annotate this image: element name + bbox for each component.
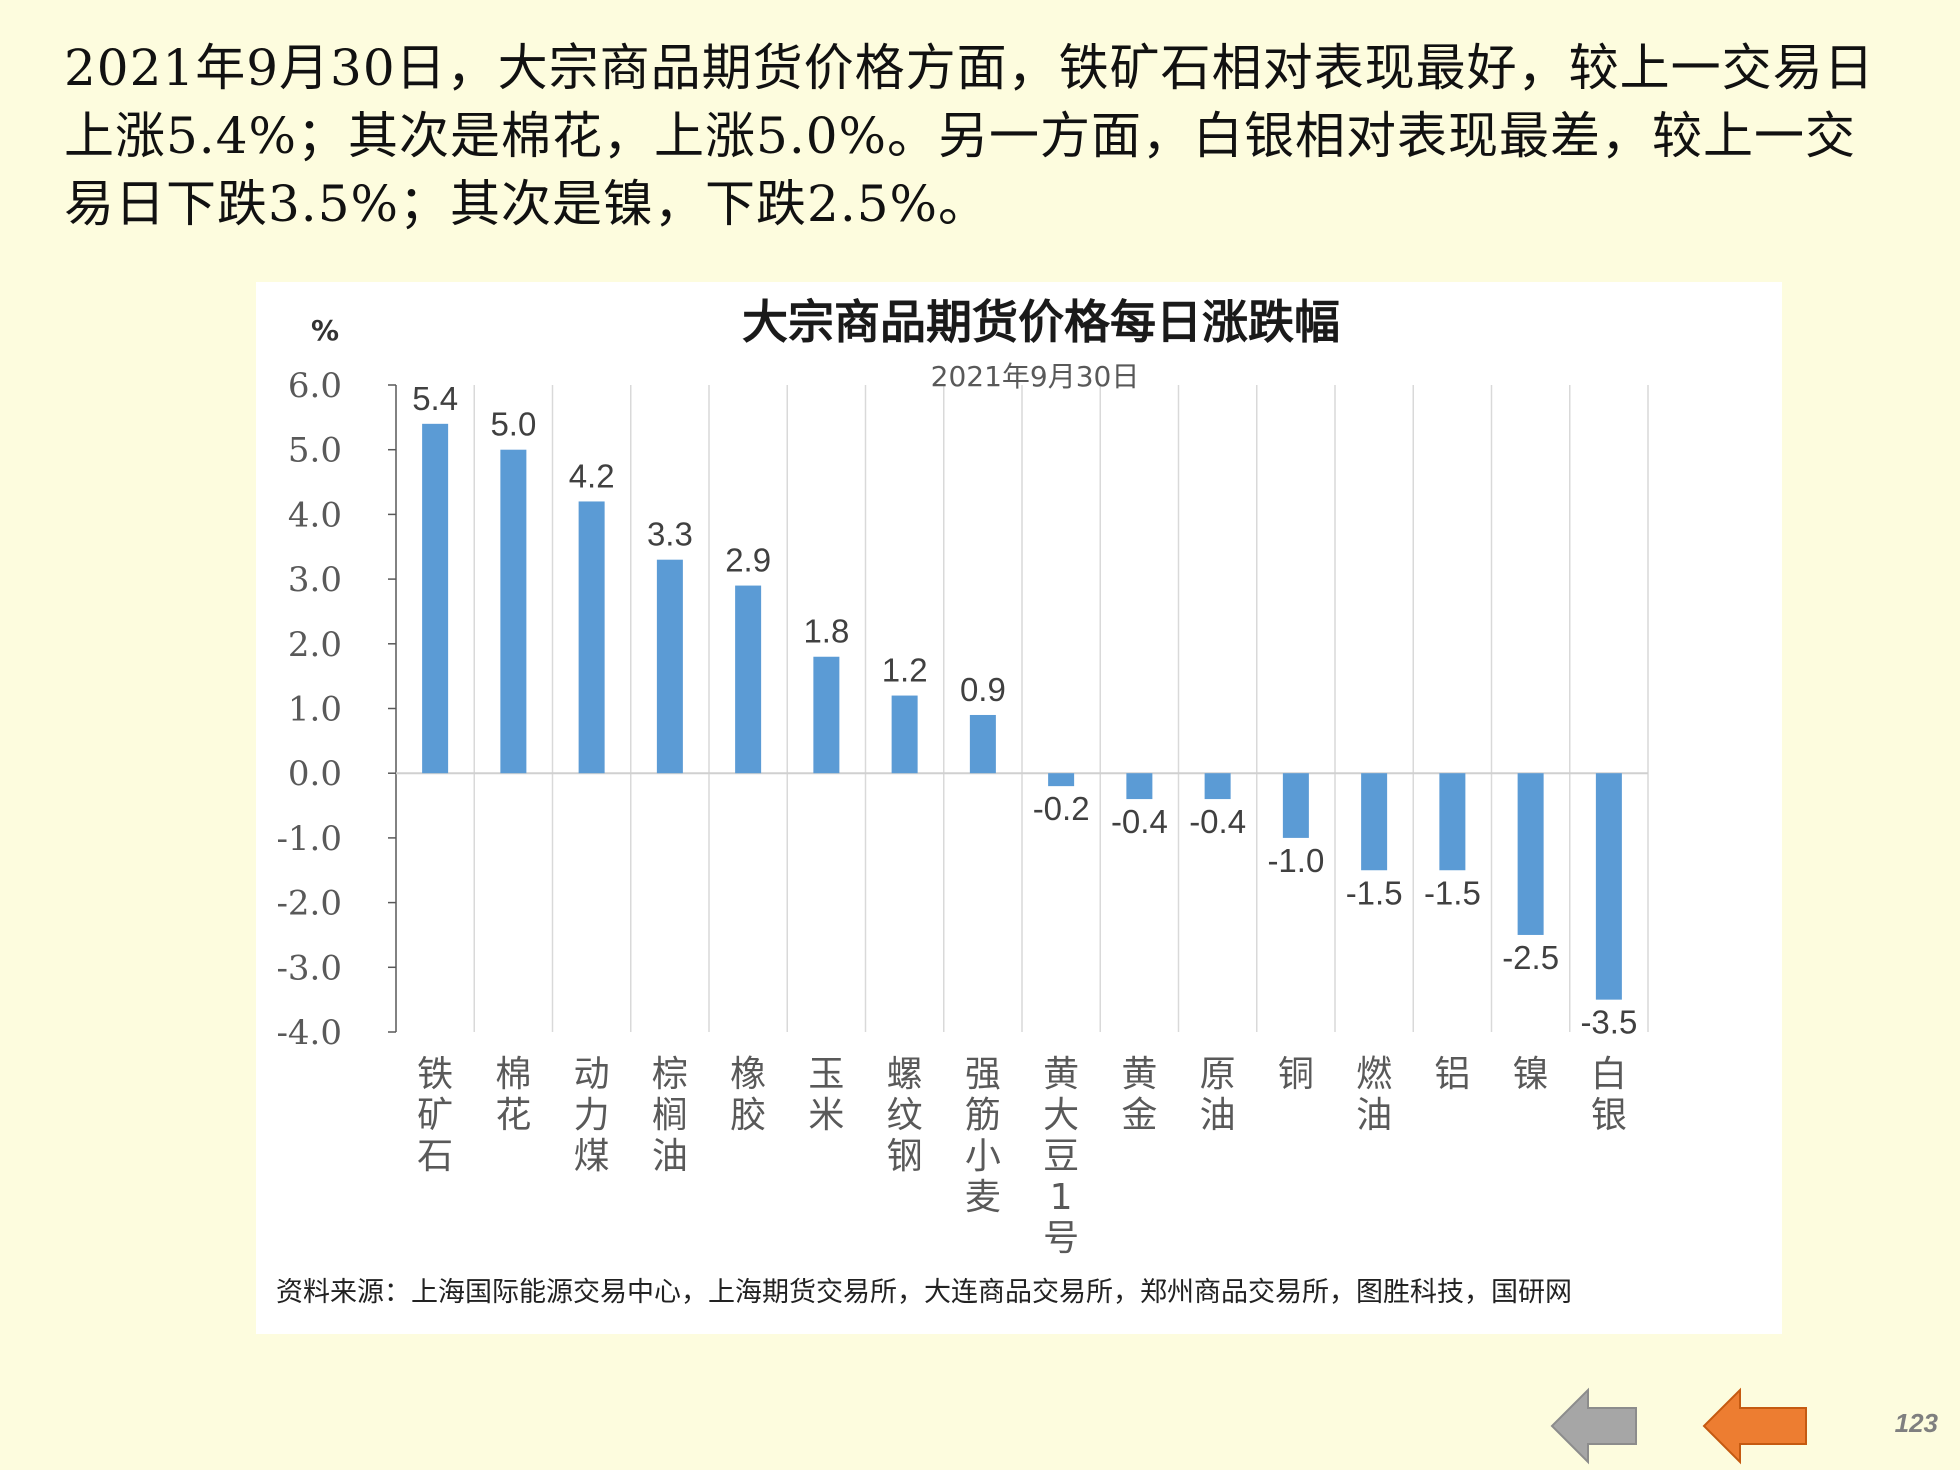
y-tick-label: 3.0 [288, 560, 342, 600]
category-label: 铝 [1434, 1054, 1470, 1095]
prev-page-button[interactable] [1548, 1386, 1640, 1466]
bar [1517, 773, 1544, 935]
data-label: 1.8 [803, 613, 849, 650]
bar [891, 695, 918, 774]
summary-text: 2021年9月30日，大宗商品期货价格方面，铁矿石相对表现最好，较上一交易日上涨… [64, 39, 1875, 233]
y-tick-label: -4.0 [276, 1013, 342, 1053]
category-label: 原油 [1200, 1054, 1236, 1136]
bar [969, 714, 996, 774]
grid-lines [473, 385, 1649, 1032]
data-label: 0.9 [960, 671, 1006, 708]
y-tick-label: 4.0 [288, 495, 342, 535]
next-page-button[interactable] [1700, 1386, 1810, 1466]
category-label: 动力煤 [574, 1054, 610, 1177]
category-label: 橡胶 [730, 1054, 766, 1136]
bar [422, 423, 449, 774]
category-label: 白银 [1591, 1054, 1627, 1136]
bar [500, 449, 527, 774]
y-tick-label: 6.0 [288, 366, 342, 406]
y-axis-unit: % [311, 314, 339, 347]
data-label: -0.4 [1111, 803, 1168, 840]
category-label: 棕榈油 [652, 1054, 688, 1177]
category-label: 黄大豆 1 号 [1043, 1054, 1079, 1259]
labels: 5.4 铁矿石 5.0 棉花 4.2 动力煤 3.3 棕榈油 2.9 橡胶 1.8 玉米 1.2 螺纹钢 0… [412, 380, 1637, 1259]
y-tick-label: -1.0 [276, 819, 342, 859]
bar [1595, 773, 1622, 1000]
bar [735, 585, 762, 774]
bar-chart: 6.0 5.0 4.0 3.0 2.0 1.0 0.0 -1.0 -2.0 -3.0 -4.0 5.… [276, 295, 1649, 1259]
bar [1048, 773, 1075, 787]
data-label: -0.4 [1189, 803, 1246, 840]
bar [1204, 773, 1231, 800]
bar [1361, 773, 1388, 871]
chart-subtitle: 2021年9月30日 [931, 360, 1140, 393]
data-label: 5.0 [490, 406, 536, 443]
bar [656, 559, 683, 774]
data-label: 2.9 [725, 542, 771, 579]
bar [578, 501, 605, 774]
category-label: 玉米 [808, 1054, 844, 1136]
bar [1439, 773, 1466, 871]
bar [1282, 773, 1309, 838]
category-label: 螺纹钢 [887, 1054, 923, 1177]
data-label: -1.5 [1346, 874, 1403, 911]
axes: 6.0 5.0 4.0 3.0 2.0 1.0 0.0 -1.0 -2.0 -3.0 -4.0 [276, 366, 1648, 1053]
data-label: -2.5 [1502, 939, 1559, 976]
data-label: 5.4 [412, 380, 458, 417]
chart-title: 大宗商品期货价格每日涨跌幅 [742, 295, 1340, 349]
chart-panel: 6.0 5.0 4.0 3.0 2.0 1.0 0.0 -1.0 -2.0 -3.0 -4.0 5.… [256, 282, 1782, 1334]
y-tick-label: -2.0 [276, 884, 342, 924]
category-label: 铜 [1278, 1054, 1314, 1095]
data-label: 3.3 [647, 516, 693, 553]
category-label: 强筋小麦 [965, 1054, 1001, 1218]
y-tick-label: 0.0 [288, 754, 342, 794]
page-number: 123 [1894, 1408, 1938, 1438]
data-label: -3.5 [1580, 1004, 1637, 1041]
category-label: 黄金 [1121, 1054, 1157, 1136]
data-label: -1.0 [1267, 842, 1324, 879]
bar [813, 656, 840, 774]
y-tick-label: -3.0 [276, 948, 342, 988]
data-label: -0.2 [1033, 790, 1090, 827]
data-label: -1.5 [1424, 874, 1481, 911]
y-tick-label: 1.0 [288, 690, 342, 730]
category-label: 棉花 [495, 1054, 531, 1136]
data-label: 1.2 [882, 652, 928, 689]
bars [422, 423, 1622, 1000]
arrow-left-icon [1550, 1387, 1637, 1465]
y-tick-label: 5.0 [288, 431, 342, 471]
category-label: 铁矿石 [417, 1054, 453, 1177]
data-label: 4.2 [569, 457, 615, 494]
bar [1126, 773, 1153, 800]
category-label: 燃油 [1356, 1054, 1392, 1136]
source-note: 资料来源：上海国际能源交易中心，上海期货交易所，大连商品交易所，郑州商品交易所，… [276, 1277, 1572, 1308]
category-label: 镍 [1513, 1054, 1549, 1095]
y-tick-label: 2.0 [288, 625, 342, 665]
arrow-left-icon [1702, 1387, 1807, 1465]
